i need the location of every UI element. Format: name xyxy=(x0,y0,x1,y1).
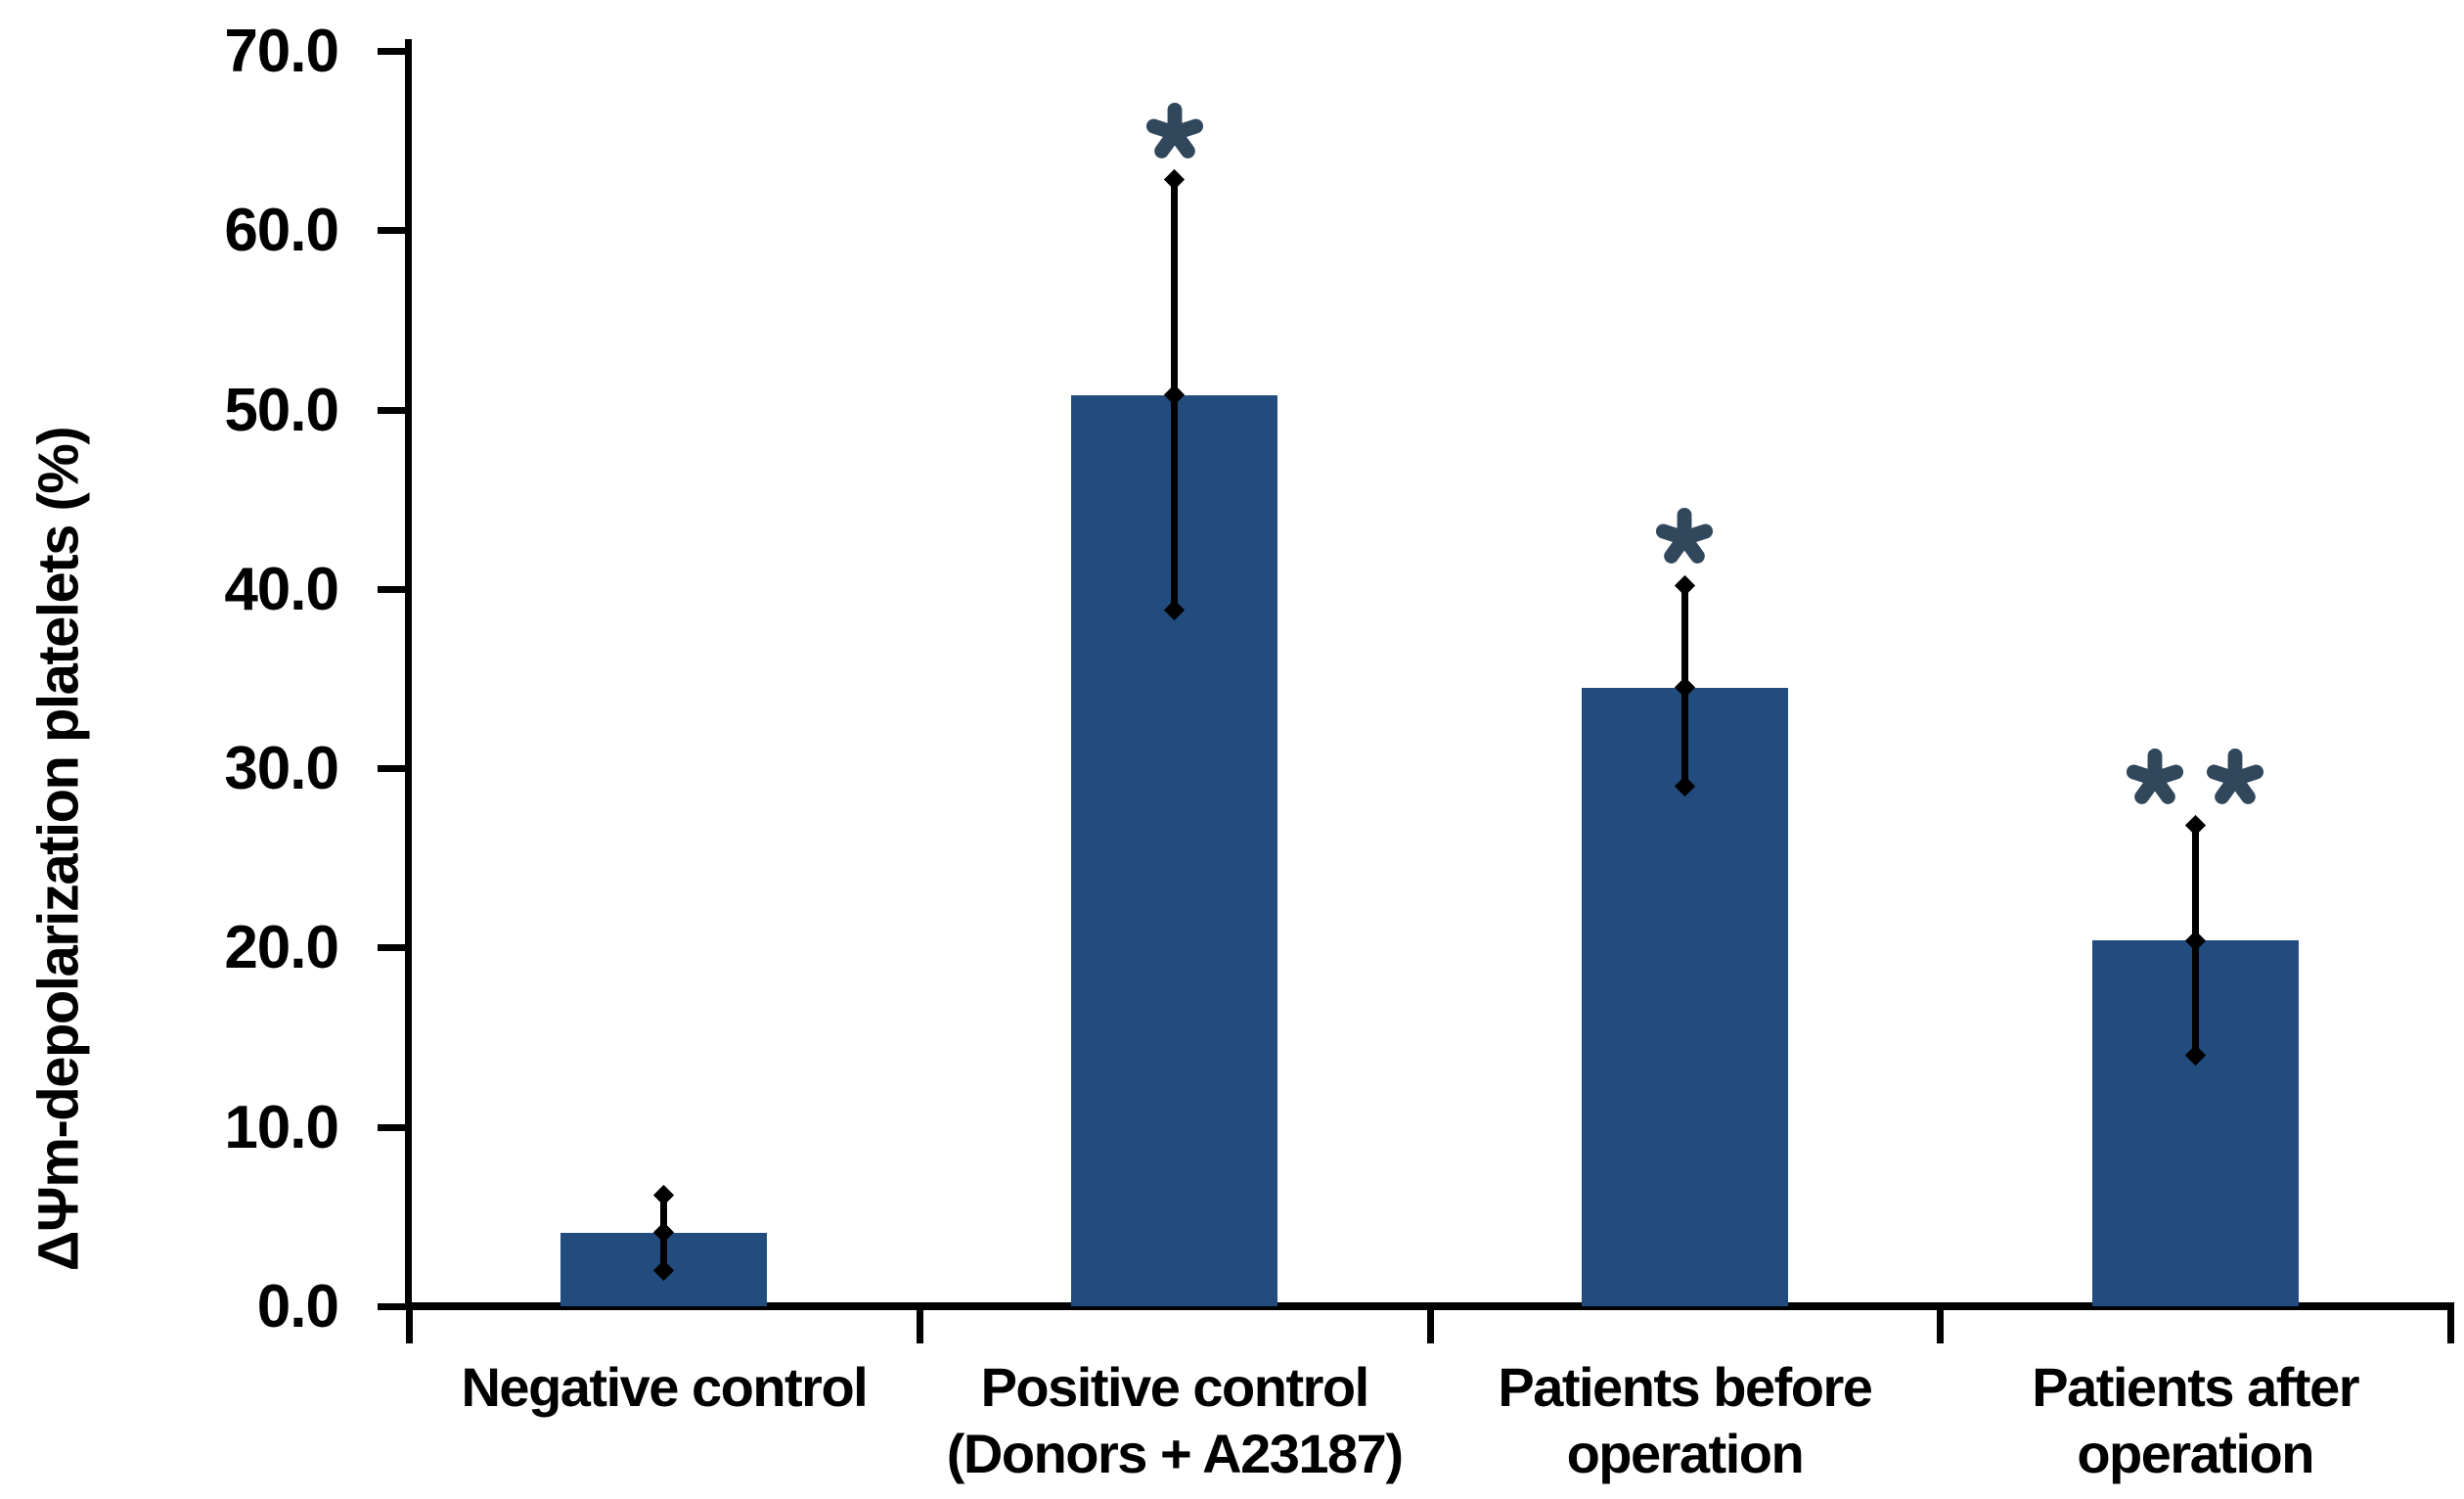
y-tick-mark xyxy=(378,227,405,235)
y-tick-label: 40.0 xyxy=(224,555,339,623)
x-tick-mark xyxy=(916,1306,923,1343)
x-category-label: Positive control (Donors + A23187) xyxy=(901,1354,1449,1488)
y-tick-mark xyxy=(378,944,405,952)
asterisk-icon xyxy=(1656,508,1714,564)
y-tick-mark xyxy=(378,585,405,593)
x-category-label-line: operation xyxy=(2077,1423,2314,1485)
y-tick-label: 60.0 xyxy=(224,197,339,265)
x-category-label-line: Patients before xyxy=(1498,1356,1873,1418)
x-tick-mark xyxy=(1426,1306,1434,1343)
significance-marker xyxy=(1650,504,1719,572)
x-category-label-line: Positive control xyxy=(980,1356,1370,1418)
x-category-label: Patients before operation xyxy=(1411,1354,1958,1488)
y-tick-label: 10.0 xyxy=(224,1093,339,1161)
error-bar-marker xyxy=(1164,169,1186,191)
error-bar-marker xyxy=(2184,815,2206,837)
y-tick-mark xyxy=(378,406,405,414)
x-tick-mark xyxy=(2447,1306,2454,1343)
error-bar-marker xyxy=(1674,574,1695,596)
asterisk-icon xyxy=(2207,748,2264,804)
x-category-label-line: (Donors + A23187) xyxy=(946,1423,1404,1485)
error-bar-marker xyxy=(653,1184,675,1205)
y-tick-mark xyxy=(378,1123,405,1131)
x-category-label: Negative control xyxy=(390,1354,938,1421)
x-tick-mark xyxy=(406,1306,413,1343)
y-axis-line xyxy=(405,39,412,1310)
x-category-label-line: Patients after xyxy=(2032,1356,2359,1418)
significance-marker xyxy=(1141,99,1209,167)
y-tick-mark xyxy=(378,1303,405,1310)
asterisk-icon xyxy=(1145,102,1203,159)
x-category-label: Patients after operation xyxy=(1921,1354,2464,1488)
y-tick-mark xyxy=(378,765,405,773)
x-category-label-line: operation xyxy=(1566,1423,1805,1485)
y-tick-label: 30.0 xyxy=(224,735,339,803)
y-tick-label: 70.0 xyxy=(224,18,339,85)
x-category-label-line: Negative control xyxy=(461,1356,868,1418)
y-tick-label: 50.0 xyxy=(224,376,339,444)
asterisk-icon xyxy=(2127,748,2184,804)
y-tick-label: 20.0 xyxy=(224,914,339,982)
x-tick-mark xyxy=(1937,1306,1945,1343)
y-tick-mark xyxy=(378,48,405,55)
y-tick-label: 0.0 xyxy=(256,1273,339,1340)
significance-marker xyxy=(2121,745,2269,813)
